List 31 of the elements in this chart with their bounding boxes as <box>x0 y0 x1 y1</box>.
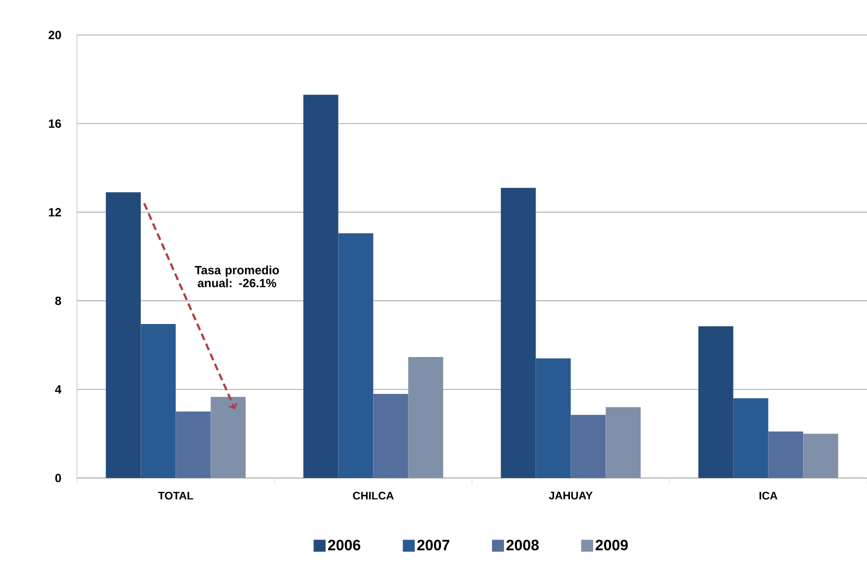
legend-label: 2008 <box>506 540 539 550</box>
bar <box>303 94 338 478</box>
bar <box>106 192 141 478</box>
bar <box>373 394 408 478</box>
x-tick-label: ICA <box>760 492 778 500</box>
legend-label: 2006 <box>328 540 360 550</box>
bar <box>338 233 374 478</box>
annotation: Tasa promedio anual: -26.1% <box>194 266 279 288</box>
bar <box>698 326 734 478</box>
y-tick-label: 0 <box>55 474 61 482</box>
bar <box>140 324 176 478</box>
bar <box>606 407 641 478</box>
y-tick-label: 16 <box>48 119 62 128</box>
bar <box>536 358 571 478</box>
y-tick-label: 4 <box>55 385 62 394</box>
y-tick-label: 8 <box>55 296 62 306</box>
legend-label: 2007 <box>417 540 450 550</box>
bar <box>570 414 606 478</box>
bar <box>803 434 838 478</box>
bar <box>733 398 768 478</box>
x-tick-label: CHILCA <box>353 492 394 500</box>
bar <box>768 431 804 478</box>
bar <box>210 396 246 478</box>
bar <box>500 188 536 478</box>
bar <box>408 357 444 478</box>
legend-label: 2009 <box>596 540 628 550</box>
x-tick-label: TOTAL <box>158 492 194 500</box>
x-tick-label: JAHUAY <box>548 492 593 500</box>
y-tick-label: 12 <box>48 208 61 216</box>
y-tick-label: 20 <box>48 30 61 40</box>
bar <box>176 412 211 478</box>
